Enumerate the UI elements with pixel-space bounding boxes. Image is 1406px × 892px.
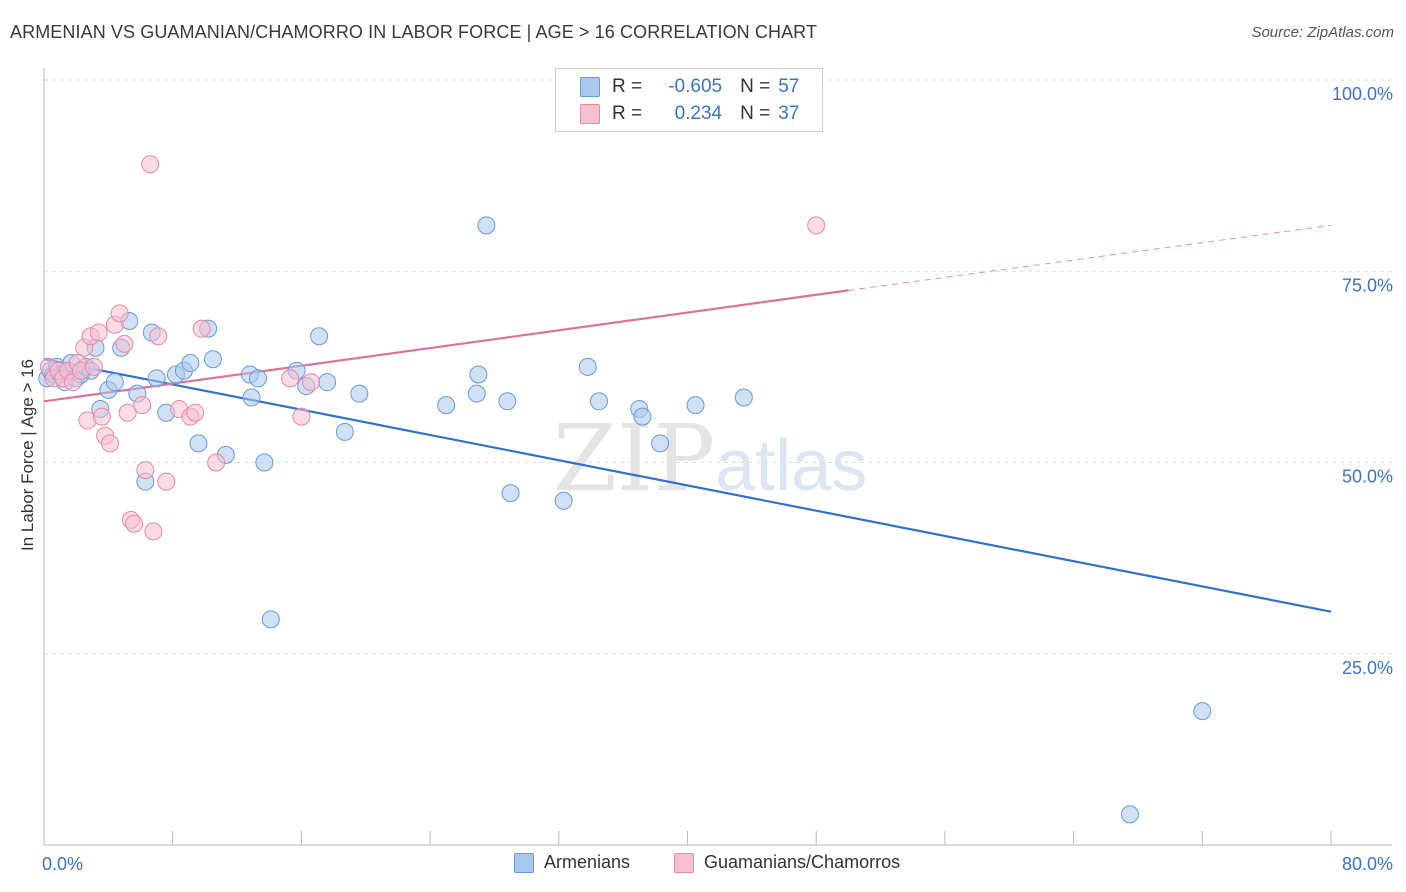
armenian-point <box>469 365 488 384</box>
watermark-zip: ZIP <box>553 405 716 512</box>
armenian-point <box>248 369 267 388</box>
guamanian-point <box>115 334 134 353</box>
guamanian-point <box>207 453 226 472</box>
watermark-atlas: atlas <box>715 426 868 506</box>
axes-layer <box>43 68 1392 846</box>
guamanian-point <box>89 323 108 342</box>
armenian-point <box>501 484 520 503</box>
armenian-point <box>554 491 573 510</box>
legend-n-value: 57 <box>778 76 800 97</box>
legend-row-guamanians: R = 0.234 N = 37 <box>580 102 799 126</box>
y-axis-title: In Labor Force | Age > 16 <box>18 358 37 552</box>
chart-title: ARMENIAN VS GUAMANIAN/CHAMORRO IN LABOR … <box>10 22 818 42</box>
guamanian-trend-line <box>43 289 849 403</box>
armenian-point <box>181 354 200 373</box>
armenian-point <box>310 327 329 346</box>
guamanian-point <box>100 434 119 453</box>
bottom-legend-swatch-armenians <box>514 852 534 873</box>
bottom-legend-guamanians: Guamanians/Chamorros <box>674 852 900 873</box>
guamanian-point <box>192 319 211 338</box>
guamanian-point <box>84 357 103 376</box>
armenian-point <box>189 434 208 453</box>
armenian-point <box>1193 702 1212 721</box>
legend-r-value: -0.605 <box>668 76 723 97</box>
x-tick-label-max: 80.0% <box>1342 854 1393 874</box>
legend-n-value: 37 <box>778 103 800 124</box>
legend-r-value: 0.234 <box>674 103 723 124</box>
armenian-point <box>498 392 517 411</box>
y-tick-label: 25.0% <box>1342 658 1393 678</box>
legend-n-label: N = <box>740 76 771 97</box>
guamanian-point <box>157 472 176 491</box>
legend-swatch-guamanians <box>580 104 600 124</box>
legend-r-label: R = <box>612 103 643 124</box>
armenian-point <box>477 216 496 235</box>
x-tick-label-min: 0.0% <box>42 854 83 874</box>
guamanian-point <box>92 407 111 426</box>
bottom-legend-label-guamanians: Guamanians/Chamorros <box>704 852 901 872</box>
armenian-trend-line <box>43 358 1332 613</box>
legend-r-label: R = <box>612 76 643 97</box>
armenian-point <box>242 388 261 407</box>
correlation-legend: R = -0.605 N = 57 R = 0.234 N = 37 <box>555 68 823 132</box>
armenian-point <box>686 396 705 415</box>
armenian-point <box>633 407 652 426</box>
armenian-point <box>350 384 369 403</box>
legend-n-label: N = <box>740 103 771 124</box>
guamanian-point <box>125 514 144 533</box>
bottom-legend-armenians: Armenians <box>514 852 630 873</box>
armenian-point <box>578 357 597 376</box>
y-tick-label: 100.0% <box>1332 84 1393 104</box>
armenian-point <box>734 388 753 407</box>
armenian-point <box>105 373 124 392</box>
armenian-point <box>318 373 337 392</box>
bottom-legend-label-armenians: Armenians <box>544 852 631 872</box>
legend-row-armenians: R = -0.605 N = 57 <box>580 75 799 99</box>
y-tick-label: 75.0% <box>1342 275 1393 295</box>
armenian-point <box>203 350 222 369</box>
guamanian-point <box>144 522 163 541</box>
armenian-point <box>467 384 486 403</box>
guamanian-point <box>186 403 205 422</box>
guamanian-point <box>281 369 300 388</box>
bottom-legend-swatch-guamanians <box>674 852 694 873</box>
legend-swatch-armenians <box>580 77 600 97</box>
armenian-point <box>335 422 354 441</box>
guamanian-point <box>136 461 155 480</box>
guamanian-trend-extension <box>848 224 1332 291</box>
trend-layer <box>43 224 1332 613</box>
armenian-point <box>437 396 456 415</box>
labels-layer: 25.0% 50.0% 75.0% 100.0% 0.0% 80.0% <box>42 84 1393 874</box>
armenian-point <box>590 392 609 411</box>
guamanian-point <box>302 373 321 392</box>
y-tick-label: 50.0% <box>1342 467 1393 487</box>
armenian-point <box>651 434 670 453</box>
guamanian-point <box>807 216 826 235</box>
guamanian-point <box>133 396 152 415</box>
armenian-point <box>1120 805 1139 824</box>
armenian-point <box>147 369 166 388</box>
armenian-point <box>255 453 274 472</box>
chart-source: Source: ZipAtlas.com <box>1251 24 1394 41</box>
guamanian-point <box>292 407 311 426</box>
armenian-point <box>261 610 280 629</box>
points-layer <box>38 155 1212 824</box>
guamanian-point <box>141 155 160 174</box>
guamanian-point <box>118 403 137 422</box>
watermark: ZIPatlas <box>553 405 867 512</box>
guamanian-point <box>149 327 168 346</box>
guamanian-point <box>110 304 129 323</box>
